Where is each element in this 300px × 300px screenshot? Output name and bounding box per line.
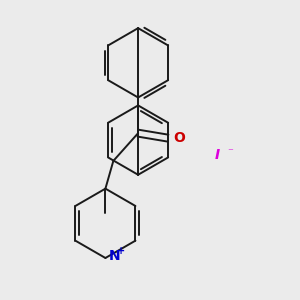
Text: N: N <box>108 249 120 263</box>
Text: +: + <box>117 246 125 256</box>
Text: I: I <box>214 148 220 162</box>
Text: ⁻: ⁻ <box>227 147 233 157</box>
Text: O: O <box>173 131 185 145</box>
